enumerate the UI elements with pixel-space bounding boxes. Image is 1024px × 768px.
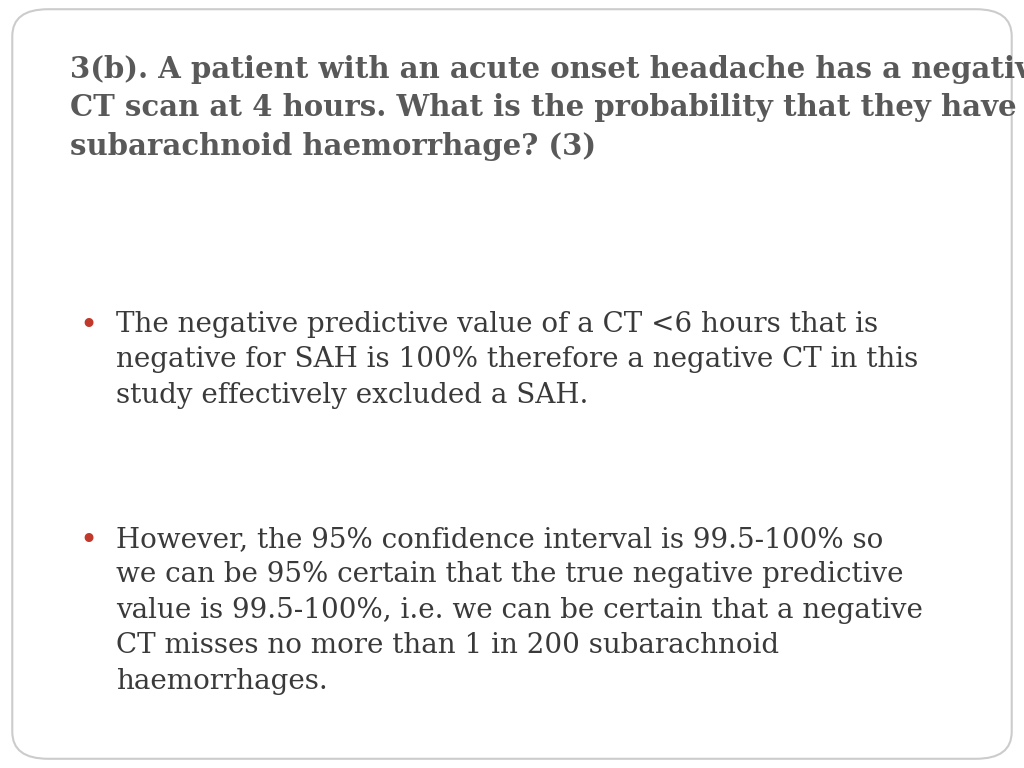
Text: •: • — [80, 311, 98, 342]
FancyBboxPatch shape — [12, 9, 1012, 759]
Text: 3(b). A patient with an acute onset headache has a negative
CT scan at 4 hours. : 3(b). A patient with an acute onset head… — [70, 55, 1024, 161]
Text: •: • — [80, 526, 98, 557]
Text: The negative predictive value of a CT <6 hours that is
negative for SAH is 100% : The negative predictive value of a CT <6… — [116, 311, 918, 409]
Text: However, the 95% confidence interval is 99.5-100% so
we can be 95% certain that : However, the 95% confidence interval is … — [116, 526, 923, 695]
